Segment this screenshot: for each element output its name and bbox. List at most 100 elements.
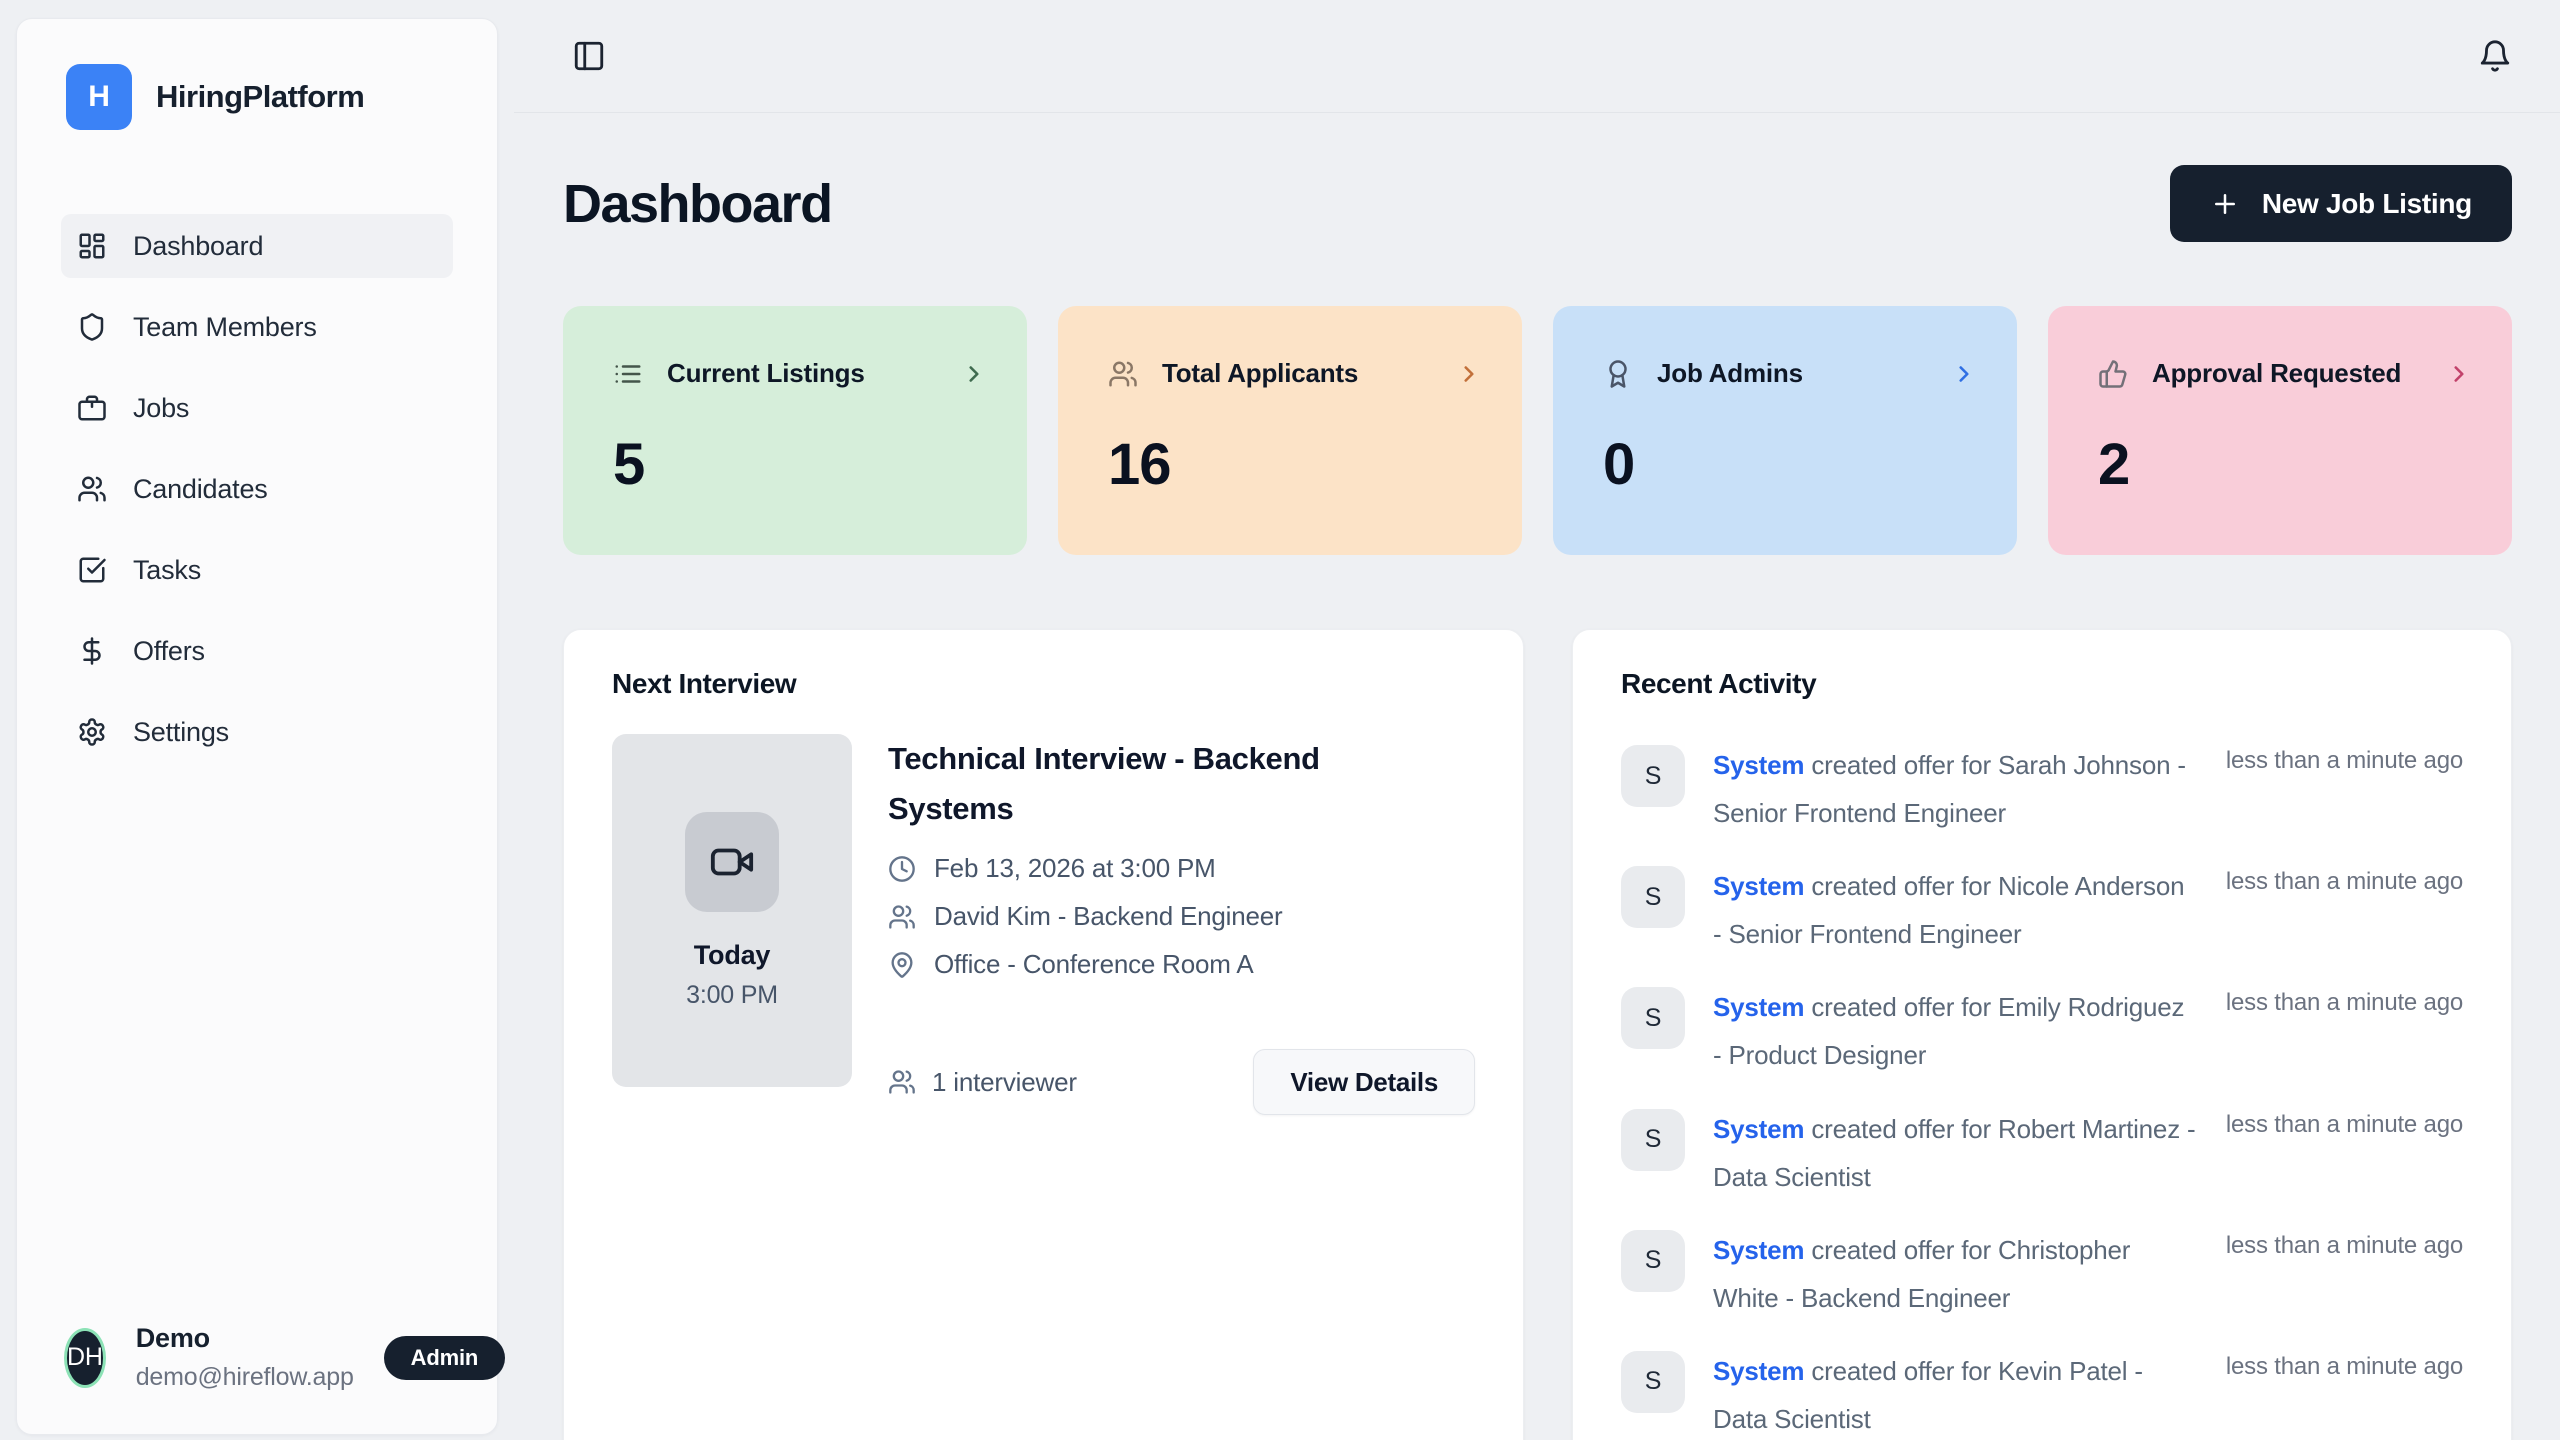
activity-timestamp: less than a minute ago <box>2225 1231 2463 1259</box>
activity-timestamp: less than a minute ago <box>2225 747 2463 774</box>
chevron-right-icon <box>2446 361 2472 387</box>
stat-card-approval-requested[interactable]: Approval Requested 2 <box>2048 306 2512 555</box>
stat-label: Job Admins <box>1657 358 1803 388</box>
users-icon <box>77 474 107 504</box>
layout-dashboard-icon <box>77 231 107 261</box>
stat-card-current-listings[interactable]: Current Listings 5 <box>563 306 1027 555</box>
interview-thumbnail: Today 3:00 PM <box>612 734 852 1087</box>
interview-datetime-row: Feb 13, 2026 at 3:00 PM <box>888 853 1475 884</box>
sidebar-item-dashboard[interactable]: Dashboard <box>61 214 453 278</box>
briefcase-icon <box>77 393 107 423</box>
activity-actor-link[interactable]: System <box>1713 871 1805 902</box>
interview-time: 3:00 PM <box>686 980 778 1009</box>
system-avatar: S <box>1621 745 1685 807</box>
map-pin-icon <box>888 951 916 979</box>
sidebar-user-card[interactable]: DH Demo demo@hireflow.app Admin <box>41 1323 506 1392</box>
interview-location-row: Office - Conference Room A <box>888 949 1475 980</box>
activity-row: S System created offer for Robert Martin… <box>1621 1108 2463 1201</box>
dashboard-content: Dashboard New Job Listing Current Listin… <box>514 113 2560 1440</box>
activity-actor-link[interactable]: System <box>1713 750 1805 780</box>
app-logo: H <box>66 64 132 130</box>
sidebar-nav: Dashboard Team Members Jobs Candidates T… <box>41 214 473 764</box>
sidebar-item-offers[interactable]: Offers <box>61 619 453 683</box>
shield-icon <box>77 312 107 342</box>
square-check-icon <box>77 555 107 585</box>
activity-row: S System created offer for Emily Rodrigu… <box>1621 987 2463 1079</box>
system-avatar: S <box>1621 1108 1685 1171</box>
activity-action: created offer for Robert Martinez - Data… <box>1713 1113 2196 1192</box>
activity-action: created offer for Sarah Johnson - Senior… <box>1713 750 2186 829</box>
sidebar-item-label: Tasks <box>133 554 202 585</box>
sidebar: H HiringPlatform Dashboard Team Members … <box>16 18 506 1435</box>
activity-row: S System created offer for Christopher W… <box>1621 1229 2463 1322</box>
system-avatar: S <box>1621 987 1685 1050</box>
main-area: Dashboard New Job Listing Current Listin… <box>514 0 2560 1440</box>
activity-action: created offer for Emily Rodriguez - Prod… <box>1713 992 2185 1071</box>
recent-activity-panel: Recent Activity S System created offer f… <box>1572 629 2512 1440</box>
stat-label: Current Listings <box>667 358 865 388</box>
sidebar-item-label: Dashboard <box>133 230 264 261</box>
activity-list: S System created offer for Sarah Johnson… <box>1621 745 2463 1440</box>
users-icon <box>1108 359 1138 389</box>
stat-value: 2 <box>2098 432 2130 497</box>
sidebar-item-tasks[interactable]: Tasks <box>61 538 453 602</box>
dollar-icon <box>77 636 107 666</box>
activity-timestamp: less than a minute ago <box>2225 868 2463 896</box>
users-icon <box>888 1068 916 1096</box>
activity-timestamp: less than a minute ago <box>2225 1110 2463 1138</box>
stat-card-job-admins[interactable]: Job Admins 0 <box>1553 306 2017 555</box>
stat-value: 0 <box>1603 432 1635 497</box>
stat-card-total-applicants[interactable]: Total Applicants 16 <box>1058 306 1522 555</box>
system-avatar: S <box>1621 1350 1685 1413</box>
activity-action: created offer for Christopher White - Ba… <box>1713 1234 2131 1313</box>
activity-actor-link[interactable]: System <box>1713 1113 1805 1144</box>
sidebar-item-settings[interactable]: Settings <box>61 700 453 764</box>
activity-row: S System created offer for Sarah Johnson… <box>1621 745 2463 837</box>
activity-row: S System created offer for Kevin Patel -… <box>1621 1350 2463 1440</box>
users-icon <box>888 903 916 931</box>
new-job-listing-button[interactable]: New Job Listing <box>2169 165 2512 242</box>
topbar <box>514 0 2560 113</box>
page-title: Dashboard <box>563 173 833 234</box>
activity-actor-link[interactable]: System <box>1713 1234 1805 1265</box>
video-camera-icon <box>709 839 755 885</box>
user-email: demo@hireflow.app <box>135 1363 354 1391</box>
stat-value: 5 <box>613 432 645 497</box>
activity-timestamp: less than a minute ago <box>2225 1352 2463 1380</box>
sidebar-item-candidates[interactable]: Candidates <box>61 457 453 521</box>
sidebar-item-label: Candidates <box>133 473 268 504</box>
activity-action: created offer for Nicole Anderson - Seni… <box>1713 871 2185 950</box>
interviewer-count: 1 interviewer <box>888 1067 1077 1098</box>
sidebar-item-label: Offers <box>133 635 205 666</box>
chevron-right-icon <box>1951 361 1977 387</box>
app-brand: H HiringPlatform <box>41 64 473 130</box>
gear-icon <box>77 717 107 747</box>
activity-actor-link[interactable]: System <box>1713 1355 1805 1386</box>
system-avatar: S <box>1621 1229 1685 1292</box>
stat-label: Total Applicants <box>1162 358 1359 388</box>
interview-job-title: Technical Interview - Backend Systems <box>888 741 1320 826</box>
activity-row: S System created offer for Nicole Anders… <box>1621 866 2463 958</box>
interview-candidate: David Kim - Backend Engineer <box>934 901 1283 932</box>
sidebar-item-jobs[interactable]: Jobs <box>61 376 453 440</box>
clock-icon <box>888 855 916 883</box>
interview-location: Office - Conference Room A <box>934 949 1254 980</box>
role-badge: Admin <box>383 1335 506 1380</box>
sidebar-toggle-icon[interactable] <box>572 39 606 73</box>
sidebar-item-label: Team Members <box>133 311 317 342</box>
interview-datetime: Feb 13, 2026 at 3:00 PM <box>934 853 1216 884</box>
next-interview-panel: Next Interview Today 3:00 PM Technical I… <box>563 629 1524 1440</box>
activity-timestamp: less than a minute ago <box>2225 989 2463 1017</box>
recent-activity-title: Recent Activity <box>1621 668 1817 699</box>
list-icon <box>613 359 643 389</box>
app-name: HiringPlatform <box>156 79 365 114</box>
view-details-button[interactable]: View Details <box>1253 1049 1475 1116</box>
chevron-right-icon <box>961 361 987 387</box>
activity-actor-link[interactable]: System <box>1713 992 1805 1023</box>
bell-icon[interactable] <box>2478 39 2512 73</box>
award-icon <box>1603 359 1633 389</box>
user-name: Demo <box>135 1323 210 1353</box>
system-avatar: S <box>1621 866 1685 929</box>
chevron-right-icon <box>1456 361 1482 387</box>
sidebar-item-team-members[interactable]: Team Members <box>61 295 453 359</box>
